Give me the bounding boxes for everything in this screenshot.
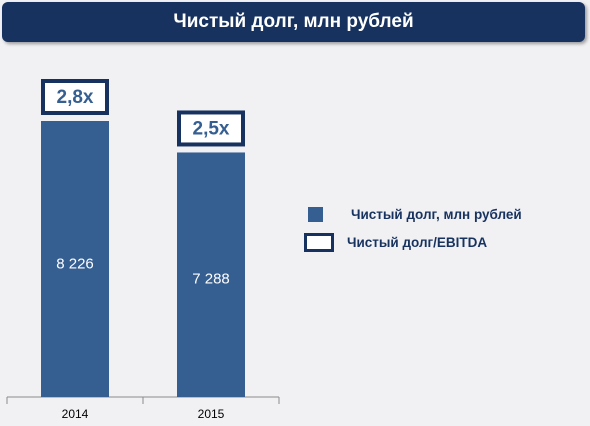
bar-2014 bbox=[41, 121, 109, 397]
chart-title: Чистый долг, млн рублей bbox=[173, 11, 414, 32]
bar-value-label-2015: 7 288 bbox=[192, 271, 230, 288]
legend-swatch-ratio-box bbox=[304, 232, 334, 252]
legend-item-ratio: Чистый долг/EBITDA bbox=[304, 228, 522, 256]
ratio-label-2014: 2,8x bbox=[57, 87, 94, 108]
ratio-label-2015: 2,5x bbox=[193, 118, 230, 139]
legend-item-net-debt: Чистый долг, млн рублей bbox=[308, 200, 522, 228]
legend-label-ratio: Чистый долг/EBITDA bbox=[347, 234, 488, 250]
chart-title-bar: Чистый долг, млн рублей bbox=[2, 2, 585, 42]
legend: Чистый долг, млн рублей Чистый долг/EBIT… bbox=[304, 200, 522, 256]
bar-value-label-2014: 8 226 bbox=[56, 255, 94, 272]
legend-label-net-debt: Чистый долг, млн рублей bbox=[351, 206, 522, 222]
ratio-box-2015 bbox=[177, 110, 245, 147]
bar-2015 bbox=[177, 152, 245, 397]
legend-swatch-bar bbox=[308, 206, 323, 222]
ratio-box-2014 bbox=[41, 79, 109, 115]
x-tick-label-2014: 2014 bbox=[62, 407, 89, 421]
x-tick-label-2015: 2015 bbox=[198, 407, 225, 421]
